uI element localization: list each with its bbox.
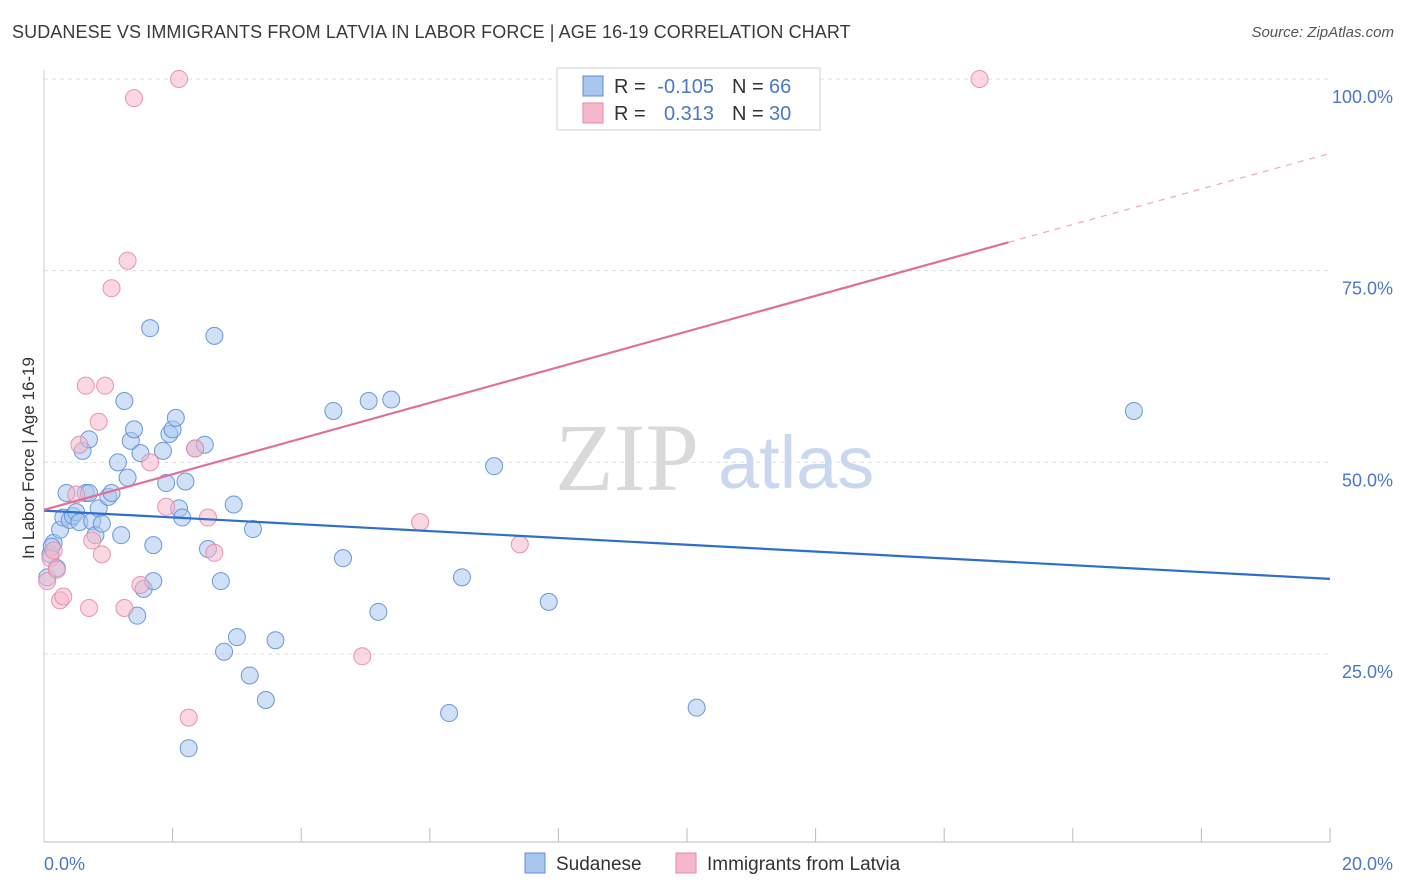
point-latvia (186, 439, 205, 458)
bottom-legend-swatch-latvia (675, 852, 697, 874)
legend-r-label-1: R = (614, 76, 646, 98)
point-sudanese (166, 408, 185, 427)
point-latvia (83, 531, 102, 550)
y-axis-title: In Labor Force | Age 16-19 (19, 357, 38, 559)
legend-r-value-2: 0.313 (664, 103, 714, 125)
point-latvia (54, 587, 73, 606)
point-sudanese (539, 592, 558, 611)
point-latvia (205, 543, 224, 562)
point-latvia (44, 541, 63, 560)
point-latvia (970, 70, 989, 88)
series-legend: Sudanese Immigrants from Latvia (524, 852, 901, 875)
trend-line-latvia (43, 241, 1009, 511)
trend-lines (43, 152, 1331, 580)
point-latvia (510, 535, 529, 554)
point-latvia (353, 647, 372, 666)
point-latvia (170, 70, 189, 88)
point-sudanese (92, 514, 111, 533)
point-sudanese (118, 468, 137, 487)
point-latvia (411, 513, 430, 532)
point-sudanese (176, 472, 195, 491)
point-latvia (157, 497, 176, 516)
point-sudanese (211, 572, 230, 591)
point-latvia (198, 508, 217, 527)
point-sudanese (153, 441, 172, 460)
legend-r-label-2: R = (614, 103, 646, 125)
point-latvia (125, 89, 144, 108)
legend-n-value-1: 66 (769, 76, 791, 98)
point-latvia (96, 376, 115, 395)
legend-swatch-latvia (582, 102, 604, 124)
point-sudanese (687, 698, 706, 717)
point-latvia (102, 279, 121, 298)
correlation-legend: R = -0.105 N = 66 R = 0.313 N = 30 (556, 67, 821, 131)
point-latvia (115, 599, 134, 617)
point-sudanese (215, 642, 234, 661)
watermark: ZIP atlas (555, 404, 874, 511)
y-tick-label: 25.0% (1342, 662, 1393, 682)
point-latvia (38, 572, 57, 591)
point-sudanese (125, 420, 144, 439)
x-tick-label: 20.0% (1342, 854, 1393, 874)
trend-line-latvia-extension (1008, 152, 1331, 243)
legend-r-value-1: -0.105 (657, 76, 714, 98)
point-sudanese (112, 526, 131, 545)
y-tick-labels: 100.0% 75.0% 50.0% 25.0% (1332, 87, 1393, 682)
point-sudanese (382, 390, 401, 409)
point-latvia (80, 599, 99, 617)
point-sudanese (485, 457, 504, 476)
x-tick-labels: 0.0% 20.0% (44, 854, 1393, 874)
point-sudanese (243, 520, 262, 539)
chart-title: SUDANESE VS IMMIGRANTS FROM LATVIA IN LA… (12, 22, 851, 42)
point-sudanese (369, 602, 388, 621)
bottom-legend-swatch-sudanese (524, 852, 546, 874)
axes (43, 70, 1331, 843)
point-sudanese (440, 704, 459, 723)
point-sudanese (266, 631, 285, 650)
point-sudanese (108, 453, 127, 472)
point-latvia (92, 545, 111, 564)
point-sudanese (333, 549, 352, 568)
y-tick-label: 50.0% (1342, 470, 1393, 490)
point-sudanese (359, 392, 378, 410)
watermark-zip: ZIP (555, 404, 699, 511)
bottom-legend-label-latvia: Immigrants from Latvia (707, 854, 901, 875)
legend-n-label-2: N = (732, 103, 764, 125)
point-latvia (131, 576, 150, 594)
data-points (38, 70, 1143, 758)
point-latvia (76, 376, 95, 395)
point-latvia (118, 251, 137, 270)
point-sudanese (205, 326, 224, 345)
point-sudanese (224, 495, 243, 514)
point-sudanese (256, 691, 275, 709)
legend-n-label-1: N = (732, 76, 764, 98)
point-sudanese (115, 392, 134, 410)
source-credit: Source: ZipAtlas.com (1251, 24, 1394, 41)
point-latvia (47, 560, 66, 579)
point-sudanese (179, 739, 198, 758)
legend-n-value-2: 30 (769, 103, 791, 125)
x-tick-label: 0.0% (44, 854, 85, 874)
trend-line-sudanese (43, 509, 1331, 580)
point-sudanese (452, 568, 471, 587)
point-sudanese (144, 536, 163, 555)
watermark-atlas: atlas (718, 421, 874, 504)
bottom-legend-label-sudanese: Sudanese (556, 854, 642, 875)
point-sudanese (1124, 401, 1143, 420)
legend-swatch-sudanese (582, 75, 604, 97)
point-sudanese (141, 319, 160, 338)
y-tick-label: 75.0% (1342, 279, 1393, 299)
point-sudanese (240, 666, 259, 685)
point-sudanese (324, 401, 343, 420)
point-latvia (70, 435, 89, 454)
point-latvia (141, 453, 160, 472)
point-sudanese (157, 474, 176, 493)
point-latvia (89, 412, 108, 431)
point-sudanese (227, 628, 246, 647)
point-latvia (179, 708, 198, 727)
y-tick-label: 100.0% (1332, 87, 1393, 107)
